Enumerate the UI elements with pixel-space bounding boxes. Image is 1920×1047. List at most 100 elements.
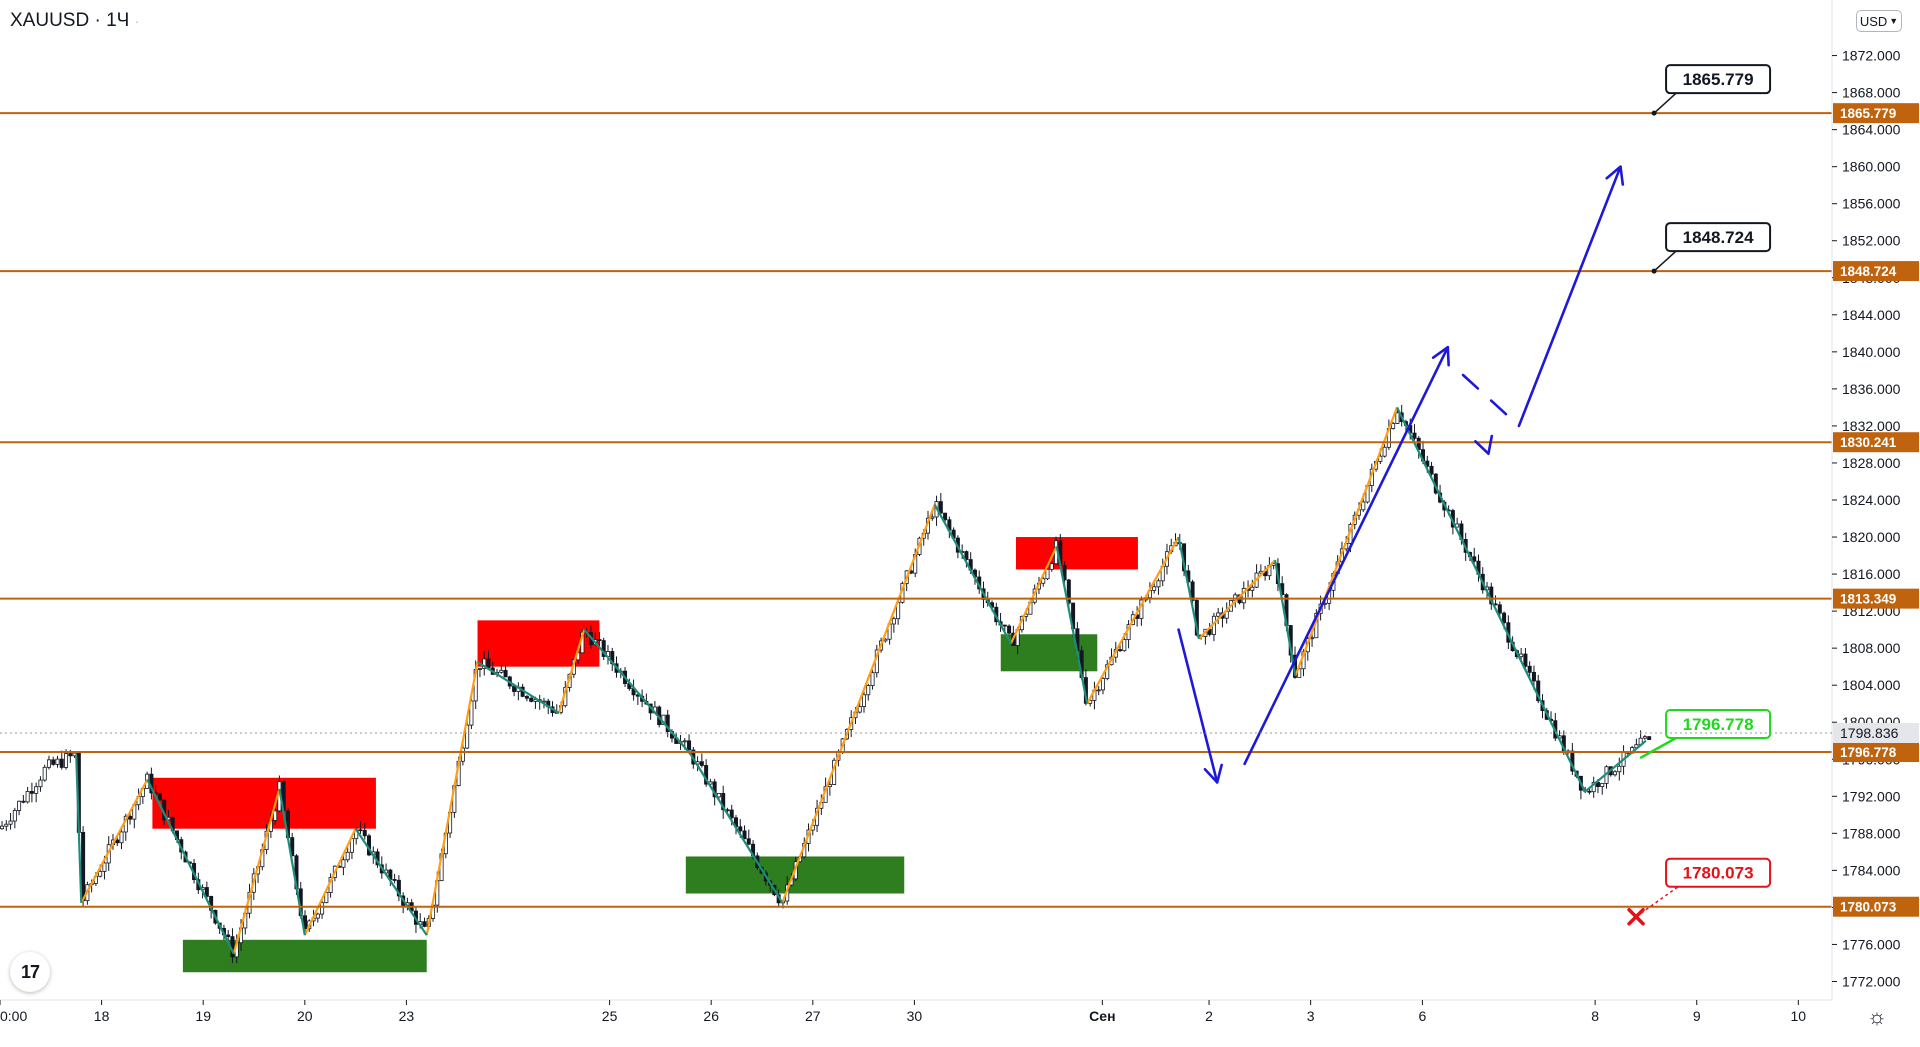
candle-body [1642,736,1647,739]
candle-body [51,759,56,765]
candle-body [1527,665,1532,673]
candle-body [891,618,896,625]
candle-body [943,512,948,521]
candle-body [1378,455,1383,462]
bullish-zigzag-segment [425,661,479,936]
time-tick-label: 19 [195,1008,211,1024]
supply-zone[interactable] [1016,537,1138,570]
candle-body [1152,586,1157,591]
candle-body [115,839,120,844]
bullish-zigzag-segment [1009,545,1058,644]
candle-body [687,740,692,751]
callout-dot-icon [1651,268,1657,274]
bullish-zigzag-segment [1294,407,1399,677]
candle-body [119,831,124,844]
candle-body [524,695,529,699]
demand-zone[interactable] [182,939,427,973]
time-tick-label: Сен [1089,1008,1115,1024]
candle-body [930,516,935,519]
candle-body [827,784,832,788]
candle-body [345,851,350,861]
callout-box [1665,64,1772,95]
candle-body [38,779,43,788]
candle-body [320,902,325,915]
candle-body [1412,432,1417,439]
candle-body [29,791,34,794]
time-axis[interactable]: 0:00 18 19 20 23 25 26 27 30 Сен 2 3 6 8 9 10 [0,999,1832,1024]
bullish-zigzag-segment [557,629,586,714]
candle-body [25,791,30,803]
candle-body [1096,689,1101,692]
candle-body [1190,581,1195,601]
callout[interactable]: 1796.778 [1639,709,1772,760]
candle-body [1156,580,1161,588]
callout-label: 1796.778 [1683,715,1754,734]
time-tick-label: 27 [805,1008,821,1024]
candle-body [1382,446,1387,457]
level-price-text: 1796.778 [1840,745,1897,760]
candle-body [1041,578,1046,584]
candle-body [1007,625,1012,634]
candle-body [870,672,875,686]
candle-body [529,697,534,702]
cross-icon [1627,907,1645,926]
time-tick-label: 18 [94,1008,110,1024]
bearish-zigzag-segment [1273,559,1297,677]
arrow-down-icon [1203,763,1223,784]
candle-body [4,823,9,827]
candle-body [204,887,209,897]
price-axis[interactable]: 1872.000 1868.000 1864.000 1860.000 1856.000… [0,0,1919,1000]
time-tick-label: 10 [1791,1008,1807,1024]
candle-body [857,706,862,713]
candle-body [1118,649,1123,652]
time-tick-label: 2 [1205,1008,1213,1024]
price-tick-label: 1772.000 [1842,973,1901,989]
candle-body [1523,653,1528,667]
candle-body [601,640,606,657]
candle-body [482,658,487,669]
candle-body [55,758,60,765]
gear-icon[interactable]: ☼ [1866,1004,1888,1029]
time-tick-label: 6 [1419,1008,1427,1024]
candle-body [1429,465,1434,475]
projection-segment [1243,345,1450,766]
arrow-up-icon [1605,165,1625,186]
candle-body [1122,639,1127,652]
price-tick-label: 1804.000 [1842,677,1901,693]
symbol-title[interactable]: XAUUSD · 1Ч · [10,10,139,32]
candle-body [12,810,17,822]
candle-body [358,829,363,832]
price-tick-label: 1816.000 [1842,566,1901,582]
level-price-label [1833,896,1919,917]
candle-body [102,862,107,872]
candle-body [1216,612,1221,617]
supply-zone[interactable] [152,777,376,829]
candle-body [1395,412,1400,424]
candle-body [1045,568,1050,580]
time-tick-label: 26 [703,1008,719,1024]
bearish-zigzag-segment [1584,739,1647,793]
price-tick-label: 1824.000 [1842,492,1901,508]
callout[interactable]: 1848.724 [1651,222,1772,274]
candle-body [226,934,231,938]
bearish-zigzag-segment [354,828,428,936]
candle-body [1472,556,1477,562]
currency-select[interactable]: USD ▼ [1856,10,1902,32]
candle-body [716,792,721,798]
level-price-text: 1865.779 [1840,106,1896,121]
arrow-up-icon [1431,345,1450,367]
price-tick-label: 1788.000 [1842,825,1901,841]
level-price-label [1833,742,1919,763]
bearish-zigzag-segment [1055,546,1089,704]
bearish-zigzag-segment [933,504,1012,645]
tradingview-logo-icon[interactable]: 17 [10,952,50,992]
callout[interactable]: 1780.073 [1627,857,1772,926]
candle-body [1647,736,1652,740]
callout[interactable]: 1865.779 [1651,64,1772,116]
bullish-zigzag-segment [1086,536,1180,705]
level-price-label [1833,588,1919,609]
candle-body [1100,678,1105,691]
price-tick-label: 1792.000 [1842,788,1901,804]
candle-body [46,759,51,768]
